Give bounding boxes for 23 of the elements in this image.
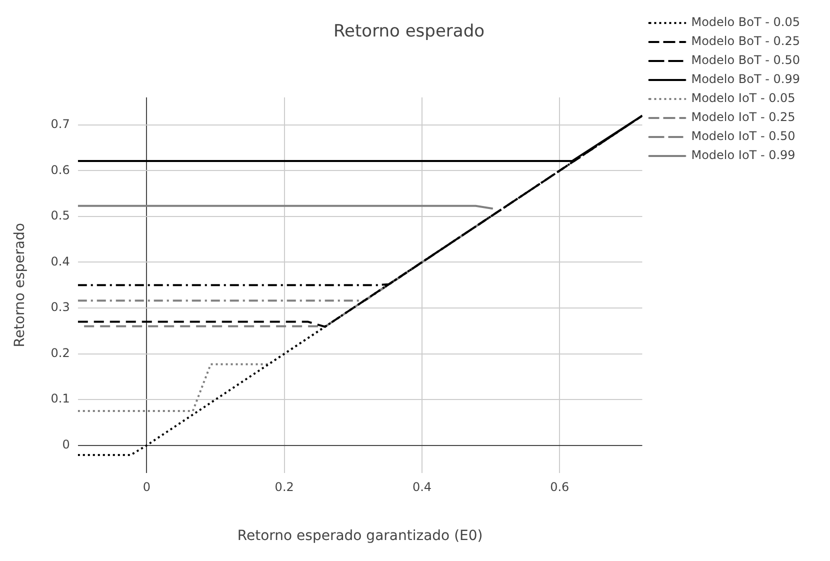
y-axis-title: Retorno esperado bbox=[12, 222, 28, 348]
y-tick-label: 0.3 bbox=[50, 300, 70, 314]
legend-label: Modelo IoT - 0.50 bbox=[691, 129, 796, 144]
y-tick-label: 0.5 bbox=[50, 208, 70, 223]
x-tick-label: 0.2 bbox=[274, 480, 294, 494]
legend-label: Modelo IoT - 0.05 bbox=[691, 91, 796, 106]
legend-label: Modelo IoT - 0.25 bbox=[691, 110, 796, 124]
y-tick-label: 0.6 bbox=[50, 162, 70, 177]
x-tick-label: 0.6 bbox=[550, 480, 570, 494]
legend-label: Modelo BoT - 0.25 bbox=[691, 34, 800, 48]
x-axis-title: Retorno esperado garantizado (E0) bbox=[237, 528, 483, 544]
y-tick-label: 0.4 bbox=[50, 254, 70, 268]
x-tick-label: 0.4 bbox=[412, 480, 432, 494]
x-tick-label: 0 bbox=[142, 480, 151, 494]
y-tick-label: 0 bbox=[62, 437, 70, 452]
y-tick-label: 0.1 bbox=[50, 392, 70, 406]
legend-label: Modelo BoT - 0.99 bbox=[691, 72, 800, 86]
chart-title: Retorno esperado bbox=[333, 22, 485, 42]
y-tick-label: 0.7 bbox=[50, 116, 70, 131]
legend-label: Modelo BoT - 0.50 bbox=[691, 53, 800, 68]
legend-label: Modelo IoT - 0.99 bbox=[691, 148, 796, 162]
legend-label: Modelo BoT - 0.05 bbox=[691, 15, 800, 30]
y-tick-label: 0.2 bbox=[50, 346, 70, 360]
